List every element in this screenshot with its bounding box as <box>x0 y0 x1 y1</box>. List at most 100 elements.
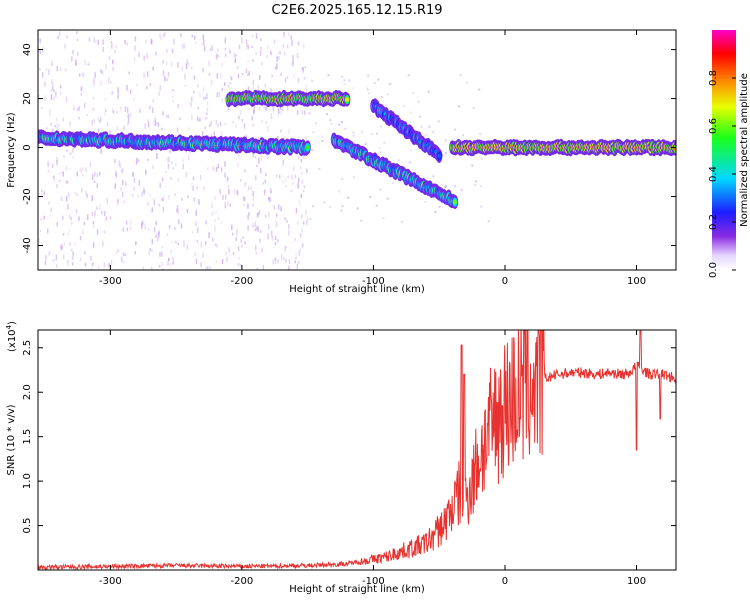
spectrogram-noise-cell <box>224 205 227 209</box>
spectrogram-noise-cell <box>65 180 68 184</box>
spectrogram-noise-cell <box>143 55 145 61</box>
spectrogram-noise-cell <box>149 194 151 197</box>
spectrogram-noise-cell <box>255 251 258 255</box>
spectrogram-noise-cell <box>223 161 226 166</box>
spectrogram-noise-cell <box>297 260 300 265</box>
spectrogram-noise-cell <box>182 158 184 163</box>
spectrogram-noise-cell <box>155 122 157 125</box>
spectrogram-noise-cell <box>409 149 412 152</box>
spectrogram-noise-cell <box>179 117 181 121</box>
spectrogram-noise-cell <box>379 188 382 191</box>
spectrogram-noise-cell <box>283 51 286 56</box>
spectrogram-noise-cell <box>112 110 115 114</box>
spectrogram-noise-cell <box>68 192 70 198</box>
spectrogram-noise-cell <box>121 256 123 262</box>
spectrogram-noise-cell <box>192 231 194 235</box>
spectrogram-noise-cell <box>259 74 261 80</box>
spectrogram-noise-cell <box>117 198 119 203</box>
spectrogram-noise-cell <box>145 87 148 90</box>
spectrogram-noise-cell <box>224 172 226 178</box>
spectrogram-noise-cell <box>274 66 277 70</box>
spectrogram-noise-cell <box>268 211 270 218</box>
spectrogram-noise-cell <box>352 134 355 137</box>
spectrogram-noise-cell <box>398 158 401 161</box>
spectrogram-noise-cell <box>100 148 102 154</box>
spectrogram-noise-cell <box>284 77 287 83</box>
spectrogram-noise-cell <box>244 197 246 202</box>
spectrogram-noise-cell <box>45 255 47 260</box>
spectrogram-noise-cell <box>161 251 163 257</box>
spectrogram-noise-cell <box>360 131 363 134</box>
spectrogram-noise-cell <box>82 167 84 171</box>
spectrogram-noise-cell <box>294 238 296 242</box>
y-tick-label: 2.0 <box>22 384 33 400</box>
spectrogram-noise-cell <box>94 210 96 216</box>
y-tick-label: 1.0 <box>22 473 33 489</box>
spectrogram-noise-cell <box>98 171 101 176</box>
spectrogram-noise-cell <box>292 182 294 185</box>
spectrogram-noise-cell <box>134 250 136 255</box>
spectrogram-noise-cell <box>63 155 65 158</box>
spectrogram-noise-cell <box>103 211 106 216</box>
x-tick-label: -100 <box>362 276 385 287</box>
spectrogram-noise-cell <box>220 167 223 173</box>
spectrogram-noise-cell <box>62 117 65 122</box>
spectrogram-noise-cell <box>252 123 254 127</box>
spectrogram-noise-cell <box>159 182 161 189</box>
spectrogram-noise-cell <box>198 199 200 205</box>
spectrogram-noise-cell <box>186 59 189 65</box>
spectrogram-noise-cell <box>102 241 104 247</box>
spectrogram-noise-cell <box>39 229 42 233</box>
spectrogram-noise-cell <box>115 45 118 49</box>
spectrogram-noise-cell <box>264 214 267 218</box>
spectrogram-noise-cell <box>184 73 186 78</box>
spectrogram-noise-cell <box>244 169 246 173</box>
spectrogram-noise-cell <box>295 256 297 259</box>
spectrogram-noise-cell <box>162 60 165 64</box>
spectrogram-noise-cell <box>321 140 324 143</box>
spectrogram-noise-cell <box>296 263 299 269</box>
spectrogram-noise-cell <box>175 163 177 167</box>
colorbar: 0.0 0.2 0.4 0.6 0.8 Normalized spectral ampl… <box>708 30 750 278</box>
spectrogram-noise-cell <box>424 200 427 203</box>
spectrogram-noise-cell <box>197 107 200 110</box>
spectrogram-noise-cell <box>66 180 69 185</box>
spectrogram-noise-cell <box>120 187 122 192</box>
spectrogram-noise-cell <box>56 222 59 227</box>
spectrogram-noise-cell <box>237 152 240 158</box>
spectrogram-noise-cell <box>301 214 303 219</box>
spectrogram-noise-cell <box>206 167 209 171</box>
spectrogram-noise-cell <box>158 203 160 207</box>
spectrogram-noise-cell <box>460 189 463 192</box>
spectrogram-noise-cell <box>191 67 193 70</box>
spectrogram-noise-cell <box>75 59 77 66</box>
spectrogram-noise-cell <box>152 99 154 103</box>
spectrogram-noise-cell <box>309 218 312 221</box>
spectrogram-noise-cell <box>105 216 108 221</box>
spectrogram-noise-cell <box>210 121 212 126</box>
spectrogram-noise-cell <box>93 212 96 219</box>
spectrogram-noise-cell <box>200 241 203 248</box>
spectrogram-noise-cell <box>205 241 207 246</box>
spectrogram-noise-cell <box>92 220 95 225</box>
spectrogram-noise-cell <box>236 229 238 236</box>
spectrogram-noise-cell <box>151 107 154 113</box>
spectrogram-noise-cell <box>170 177 172 180</box>
spectrogram-noise-cell <box>360 219 363 222</box>
spectrogram-noise-cell <box>69 122 72 125</box>
spectrogram-noise-cell <box>148 251 151 256</box>
spectrogram-noise-cell <box>178 219 180 225</box>
spectrogram-noise-cell <box>274 236 277 241</box>
spectrogram-noise-cell <box>277 114 279 118</box>
spectrogram-noise-cell <box>301 171 303 175</box>
spectrogram-noise-cell <box>125 181 127 186</box>
spectrogram-noise-cell <box>208 73 211 76</box>
spectrogram-noise-cell <box>275 213 278 218</box>
spectrogram-noise-cell <box>112 66 114 72</box>
spectrogram-noise-cell <box>343 79 346 82</box>
spectrogram-noise-cell <box>270 88 272 92</box>
spectrogram-noise-cell <box>50 88 52 93</box>
spectrogram-noise-cell <box>252 223 254 228</box>
spectrogram-noise-cell <box>239 179 242 182</box>
spectrogram-noise-cell <box>272 259 274 265</box>
